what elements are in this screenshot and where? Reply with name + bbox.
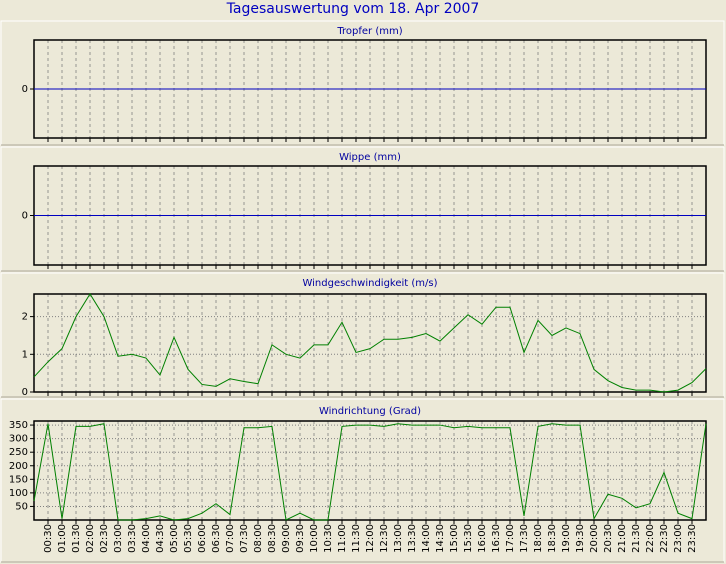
x-tick-label: 06:30 (211, 524, 222, 553)
x-tick-label: 12:30 (379, 524, 390, 553)
y-tick-label: 200 (9, 461, 28, 472)
data-line (33, 293, 707, 393)
y-tick-label: 0 (22, 211, 28, 222)
x-tick-label: 13:00 (393, 524, 404, 553)
x-tick-label: 14:30 (435, 524, 446, 553)
x-tick-label: 15:00 (449, 524, 460, 553)
x-tick-label: 15:30 (463, 524, 474, 553)
x-tick-label: 07:30 (239, 524, 250, 553)
y-tick-label: 150 (9, 474, 28, 485)
x-tick-label: 20:00 (589, 524, 600, 553)
x-tick-label: 00:30 (43, 524, 54, 553)
page-title: Tagesauswertung vom 18. Apr 2007 (226, 1, 480, 17)
x-tick-label: 03:30 (127, 524, 138, 553)
y-tick-label: 50 (15, 501, 28, 512)
x-tick-label: 20:30 (603, 524, 614, 553)
plot-frame (33, 420, 707, 521)
x-tick-label: 23:00 (673, 524, 684, 553)
x-tick-label: 08:00 (253, 524, 264, 553)
y-tick-label: 0 (22, 387, 28, 398)
plot-frame (33, 293, 707, 393)
x-tick-label: 16:00 (477, 524, 488, 553)
panel-title: Tropfer (mm) (336, 26, 402, 37)
x-tick-label: 22:30 (659, 524, 670, 553)
x-tick-label: 05:30 (183, 524, 194, 553)
x-tick-label: 06:00 (197, 524, 208, 553)
x-tick-label: 02:30 (99, 524, 110, 553)
x-tick-label: 17:00 (505, 524, 516, 553)
x-tick-label: 11:00 (337, 524, 348, 553)
x-tick-label: 09:00 (281, 524, 292, 553)
x-tick-label: 18:30 (547, 524, 558, 553)
x-tick-label: 16:30 (491, 524, 502, 553)
x-tick-label: 19:30 (575, 524, 586, 553)
y-tick-label: 300 (9, 434, 28, 445)
x-tick-label: 21:30 (631, 524, 642, 553)
y-tick-label: 1 (22, 349, 28, 360)
x-tick-label: 13:30 (407, 524, 418, 553)
panel-title: Wippe (mm) (339, 152, 401, 163)
x-tick-label: 12:00 (365, 524, 376, 553)
x-tick-label: 21:00 (617, 524, 628, 553)
x-tick-label: 19:00 (561, 524, 572, 553)
x-tick-label: 03:00 (113, 524, 124, 553)
x-tick-label: 08:30 (267, 524, 278, 553)
x-tick-label: 18:00 (533, 524, 544, 553)
x-tick-label: 04:30 (155, 524, 166, 553)
x-tick-label: 05:00 (169, 524, 180, 553)
y-tick-label: 0 (22, 84, 28, 95)
x-tick-label: 01:00 (57, 524, 68, 553)
y-tick-label: 350 (9, 420, 28, 431)
x-tick-label: 02:00 (85, 524, 96, 553)
x-tick-label: 11:30 (351, 524, 362, 553)
panel-title: Windgeschwindigkeit (m/s) (302, 278, 437, 289)
x-tick-label: 07:00 (225, 524, 236, 553)
y-tick-label: 100 (9, 488, 28, 499)
x-tick-label: 22:00 (645, 524, 656, 553)
data-line (33, 423, 707, 521)
x-tick-label: 10:00 (309, 524, 320, 553)
x-tick-label: 17:30 (519, 524, 530, 553)
x-tick-label: 09:30 (295, 524, 306, 553)
x-tick-label: 01:30 (71, 524, 82, 553)
y-tick-label: 2 (22, 312, 28, 323)
x-tick-label: 04:00 (141, 524, 152, 553)
x-tick-label: 14:00 (421, 524, 432, 553)
x-tick-label: 23:30 (687, 524, 698, 553)
panel-title: Windrichtung (Grad) (319, 406, 421, 417)
panel (0, 272, 725, 398)
y-tick-label: 250 (9, 447, 28, 458)
x-tick-label: 10:30 (323, 524, 334, 553)
